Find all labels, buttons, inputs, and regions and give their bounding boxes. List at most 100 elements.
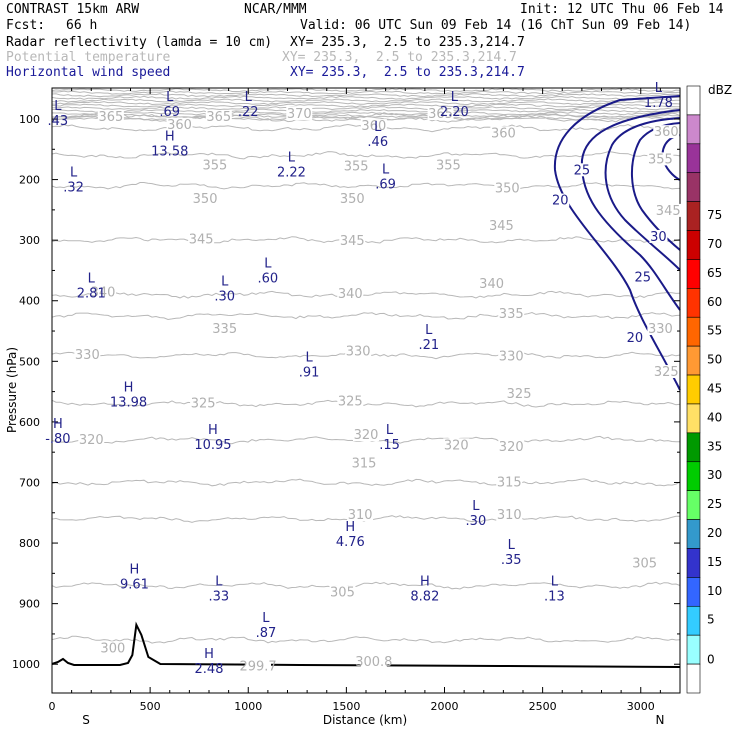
colorbar-label-50: 50 [707,353,722,367]
extremum-value-7: 2.22 [277,165,306,180]
theta-label-halo [347,508,374,522]
extremum-value-18: .15 [379,438,400,453]
colorbar-swatch [686,548,701,578]
theta-label-halo [653,125,680,139]
wind-label-20: 20 [627,331,644,346]
contour-labels: 365 365 370 365 360 360 360 360 355 355 355 355 350 3… [74,106,682,674]
extremum-type-19: L [472,499,480,514]
theta-label-325: 325 [191,397,216,412]
y-tick-label-700: 700 [19,476,40,489]
extremum-type-23: L [215,575,223,590]
model-name: CONTRAST 15km ARW [6,2,140,17]
theta-contour-upper [52,106,681,111]
theta-contour-315 [51,478,681,487]
extremum-type-14: L [305,350,313,365]
y-axis-label: Pressure (hPa) [5,347,19,433]
theta-contour-upper [51,93,681,98]
y-tick-label-500: 500 [19,355,40,368]
extremum-type-24: H [420,575,430,590]
wind-label-halo [625,331,644,345]
extremum-value-25: .13 [544,590,565,605]
x-tick-label-2500: 2500 [529,700,557,713]
extremum-type-3: L [451,90,459,105]
extremum-type-2: L [245,90,253,105]
extremum-type-7: L [288,150,296,165]
theta-contour-upper [51,111,681,116]
theta-label-halo [443,438,470,452]
theta-label-360: 360 [167,118,192,133]
colorbar-swatch [686,403,701,434]
y-tick-label-100: 100 [19,113,40,126]
theta-label-halo [647,322,674,336]
fcst-value: 66 h [66,18,98,33]
theta-label-halo [353,428,379,442]
extremum-value-8: .69 [375,178,396,193]
colorbar-swatch [686,288,701,318]
x-tick-label-1000: 1000 [234,700,262,713]
extremum-type-4: L [655,81,663,96]
valid-time: Valid: 06 UTC Sun 09 Feb 14 (16 ChT Sun … [300,18,692,33]
theta-label-365: 365 [206,110,231,125]
theta-label-355: 355 [436,158,461,173]
theta-label-320: 320 [79,433,104,448]
y-tick-label-800: 800 [19,537,40,550]
colorbar-label-70: 70 [707,237,722,251]
theta-label-315: 315 [352,457,377,472]
colorbar-label-5: 5 [707,613,715,627]
theta-contour-345 [51,236,681,244]
extremum-value-1: .69 [159,105,180,120]
init-time: Init: 12 UTC Thu 06 Feb 14 [520,2,724,17]
theta-label-halo [190,396,217,410]
theta-label-345: 345 [656,204,681,219]
wind-label-20: 20 [552,194,569,209]
extremum-value-19: .30 [466,514,487,529]
theta-label-355: 355 [202,158,227,173]
theta-label-halo [192,191,219,205]
x-tick-label-500: 500 [140,700,161,713]
theta-label-330: 330 [648,322,673,337]
extremum-value-22: 9.61 [120,577,149,592]
theta-label-355: 355 [648,152,673,167]
x-tick-label-1500: 1500 [332,700,360,713]
theta-label-300: 300 [100,641,125,656]
theta-label-halo [343,159,370,173]
plot-frame [51,87,681,694]
extremum-type-21: L [508,538,516,553]
theta-label-halo [498,440,525,454]
field-wind-xy: XY= 235.3, 2.5 to 235.3,214.7 [290,65,525,80]
theta-label-335: 335 [499,307,524,322]
theta-label-halo [166,117,193,131]
theta-label-315: 315 [497,475,522,490]
theta-label-halo [339,234,366,248]
y-tick-label-1000: 1000 [12,658,40,671]
theta-label-310: 310 [497,508,522,523]
wind-label-25: 25 [634,271,651,286]
extremum-type-1: L [166,90,174,105]
extremum-type-0: L [54,99,62,114]
colorbar-swatch [686,663,701,694]
extremum-type-25: L [551,575,559,590]
wind-label-30: 30 [650,230,667,245]
colorbar-swatch [686,605,701,636]
theta-label-365: 365 [98,110,123,125]
colorbar-swatch [686,259,701,289]
colorbar-swatch [686,316,701,347]
theta-label-halo [351,456,378,470]
extremum-type-6: L [374,120,382,135]
theta-label-halo [337,394,364,408]
theta-label-350: 350 [495,181,520,196]
theta-label-halo [496,508,523,522]
colorbar-label-45: 45 [707,382,722,396]
theta-label-370: 370 [287,107,312,122]
wind-label-halo [551,193,570,207]
colorbar-label-0: 0 [707,653,715,667]
colorbar-label-35: 35 [707,439,722,453]
field-wind-name: Horizontal wind speed [6,65,171,80]
theta-label-halo [360,655,387,669]
y-tick-label-200: 200 [19,174,40,187]
extremum-value-23: .33 [208,590,229,605]
extremum-type-16: H [53,417,63,432]
y-tick-label-900: 900 [19,598,40,611]
extremum-type-11: L [221,275,229,290]
theta-label-halo [488,219,515,233]
